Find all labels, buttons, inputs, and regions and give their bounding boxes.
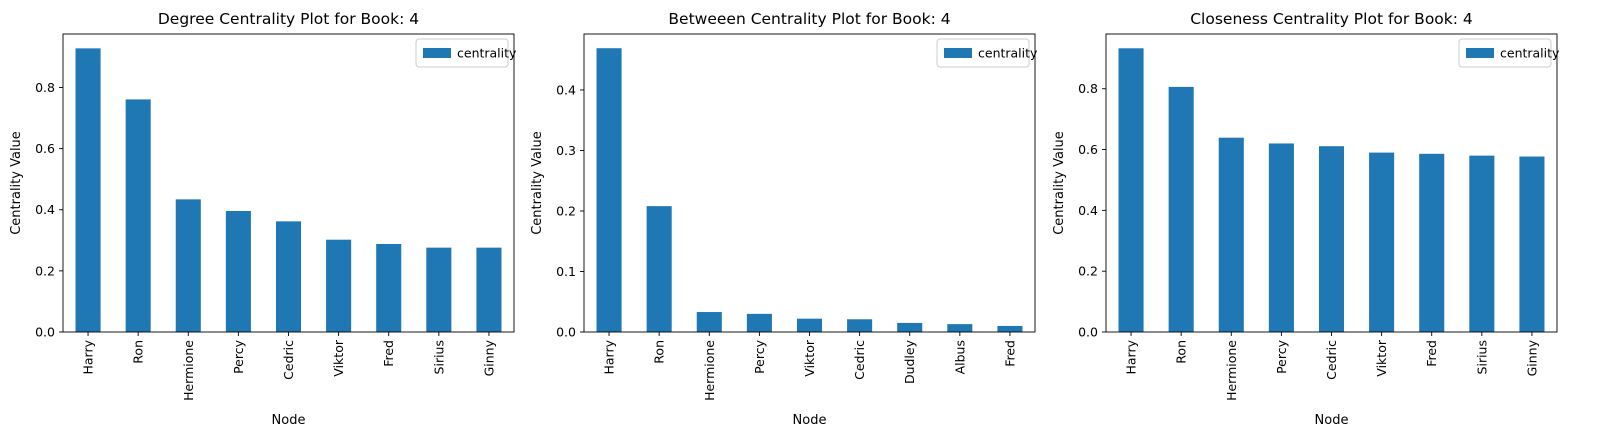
x-tick-label: Cedric	[281, 340, 296, 380]
bar-sirius	[426, 247, 452, 332]
y-tick-label: 0.4	[35, 202, 55, 217]
bar-viktor	[796, 318, 823, 332]
legend-label: centrality	[457, 46, 517, 61]
y-axis-label: Centrality Value	[530, 131, 545, 235]
bar-harry	[1118, 48, 1144, 332]
bar-percy	[1268, 143, 1294, 332]
x-tick-label: Percy	[752, 339, 767, 374]
chart-panel-2: 0.0 0.1 0.2 0.3 0.4 Harry Ron Hermione Percy Vikt…	[530, 10, 1038, 428]
x-tick-label: Cedric	[852, 340, 867, 380]
x-axis-label: Node	[1315, 413, 1349, 428]
bar-fred	[997, 325, 1023, 332]
bar-hermione	[1218, 137, 1244, 332]
legend-label: centrality	[1500, 46, 1560, 61]
bar-ginny	[476, 247, 502, 332]
y-tick-label: 0.6	[1078, 142, 1098, 157]
legend: centrality	[1458, 38, 1560, 68]
bar-fred	[376, 243, 402, 332]
bar-viktor	[326, 239, 352, 332]
x-tick-label: Percy	[1274, 339, 1289, 374]
x-tick-label: Sirius	[1474, 340, 1489, 374]
legend-swatch	[1466, 48, 1494, 58]
y-tick-label: 0.0	[35, 325, 55, 340]
x-tick-label: Sirius	[431, 340, 446, 374]
y-tick-label: 0.2	[35, 263, 55, 278]
bar-albus	[947, 324, 973, 332]
legend-swatch	[423, 48, 451, 58]
x-tick-label: Ginny	[481, 339, 496, 376]
y-tick-label: 0.8	[1078, 81, 1098, 96]
legend: centrality	[936, 38, 1038, 68]
bar-ron	[646, 206, 672, 332]
y-tick-label: 0.1	[556, 264, 576, 279]
bar-ron	[1168, 86, 1194, 332]
bar-hermione	[696, 312, 722, 332]
bar-ron	[125, 99, 151, 332]
bar-cedric	[1318, 146, 1345, 332]
bar-ginny	[1519, 156, 1545, 332]
chart-panel-1: 0.0 0.2 0.4 0.6 0.8 Harry Ron Hermione Percy Cedr…	[9, 10, 517, 428]
x-tick-label: Hermione	[181, 340, 196, 401]
x-axis-label: Node	[272, 413, 306, 428]
x-tick-label: Hermione	[702, 340, 717, 401]
x-tick-label: Ginny	[1524, 339, 1539, 376]
x-tick-label: Harry	[81, 339, 96, 374]
chart-panel-3: 0.0 0.2 0.4 0.6 0.8 Harry Ron Hermione Percy Cedr…	[1052, 10, 1560, 428]
x-tick-label: Ron	[131, 340, 146, 364]
bar-sirius	[1469, 155, 1495, 332]
y-tick-label: 0.0	[556, 325, 576, 340]
x-tick-label: Cedric	[1324, 340, 1339, 380]
bar-harry	[596, 48, 622, 332]
bar-harry	[75, 48, 101, 333]
x-tick-label: Hermione	[1224, 340, 1239, 401]
y-tick-label: 0.3	[556, 143, 576, 158]
x-tick-label: Viktor	[331, 339, 346, 377]
bar-cedric	[847, 319, 873, 332]
x-tick-label: Fred	[1002, 340, 1017, 367]
x-tick-label: Dudley	[902, 339, 917, 384]
y-tick-label: 0.2	[1078, 264, 1098, 279]
x-tick-label: Harry	[602, 339, 617, 374]
x-tick-label: Fred	[1424, 340, 1439, 367]
bar-dudley	[897, 322, 923, 332]
legend: centrality	[415, 38, 517, 68]
legend-label: centrality	[978, 46, 1038, 61]
bar-percy	[746, 313, 772, 332]
x-tick-label: Fred	[381, 340, 396, 367]
y-tick-label: 0.6	[35, 141, 55, 156]
legend-swatch	[944, 48, 972, 58]
legend-box	[936, 38, 1030, 68]
y-tick-label: 0.8	[35, 80, 55, 95]
x-axis-label: Node	[793, 413, 827, 428]
bar-hermione	[175, 199, 201, 332]
chart-title: Degree Centrality Plot for Book: 4	[158, 10, 419, 28]
bar-cedric	[275, 221, 302, 332]
y-axis-label: Centrality Value	[9, 131, 24, 235]
chart-title: Betweeen Centrality Plot for Book: 4	[668, 10, 950, 28]
y-tick-label: 0.4	[1078, 203, 1098, 218]
x-tick-label: Harry	[1124, 339, 1139, 374]
y-tick-label: 0.4	[556, 82, 576, 97]
x-tick-label: Viktor	[1374, 339, 1389, 377]
legend-box	[415, 38, 509, 68]
x-tick-label: Ron	[1174, 340, 1189, 364]
y-tick-label: 0.0	[1078, 325, 1098, 340]
bar-fred	[1419, 153, 1445, 332]
legend-box	[1458, 38, 1552, 68]
y-axis-label: Centrality Value	[1052, 131, 1067, 235]
y-tick-label: 0.2	[556, 203, 576, 218]
x-tick-label: Percy	[231, 339, 246, 374]
bar-percy	[225, 210, 251, 332]
x-tick-label: Viktor	[802, 339, 817, 377]
x-tick-label: Albus	[952, 340, 967, 374]
x-tick-label: Ron	[652, 340, 667, 364]
chart-title: Closeness Centrality Plot for Book: 4	[1190, 10, 1473, 28]
bar-viktor	[1369, 152, 1395, 332]
